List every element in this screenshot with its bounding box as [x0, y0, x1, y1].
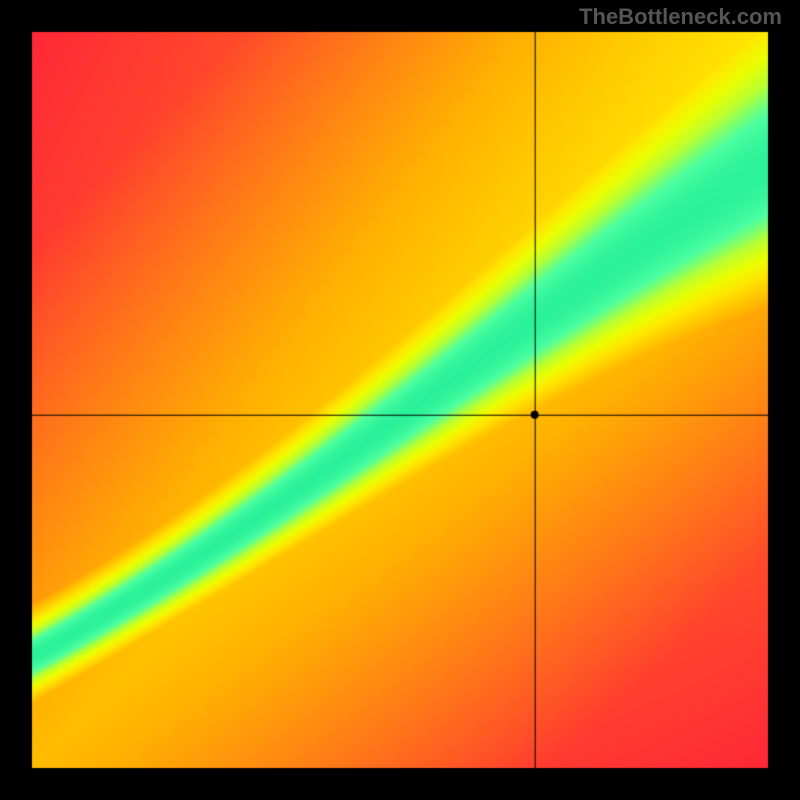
bottleneck-heatmap: [0, 0, 800, 800]
watermark-text: TheBottleneck.com: [579, 4, 782, 30]
chart-container: TheBottleneck.com: [0, 0, 800, 800]
